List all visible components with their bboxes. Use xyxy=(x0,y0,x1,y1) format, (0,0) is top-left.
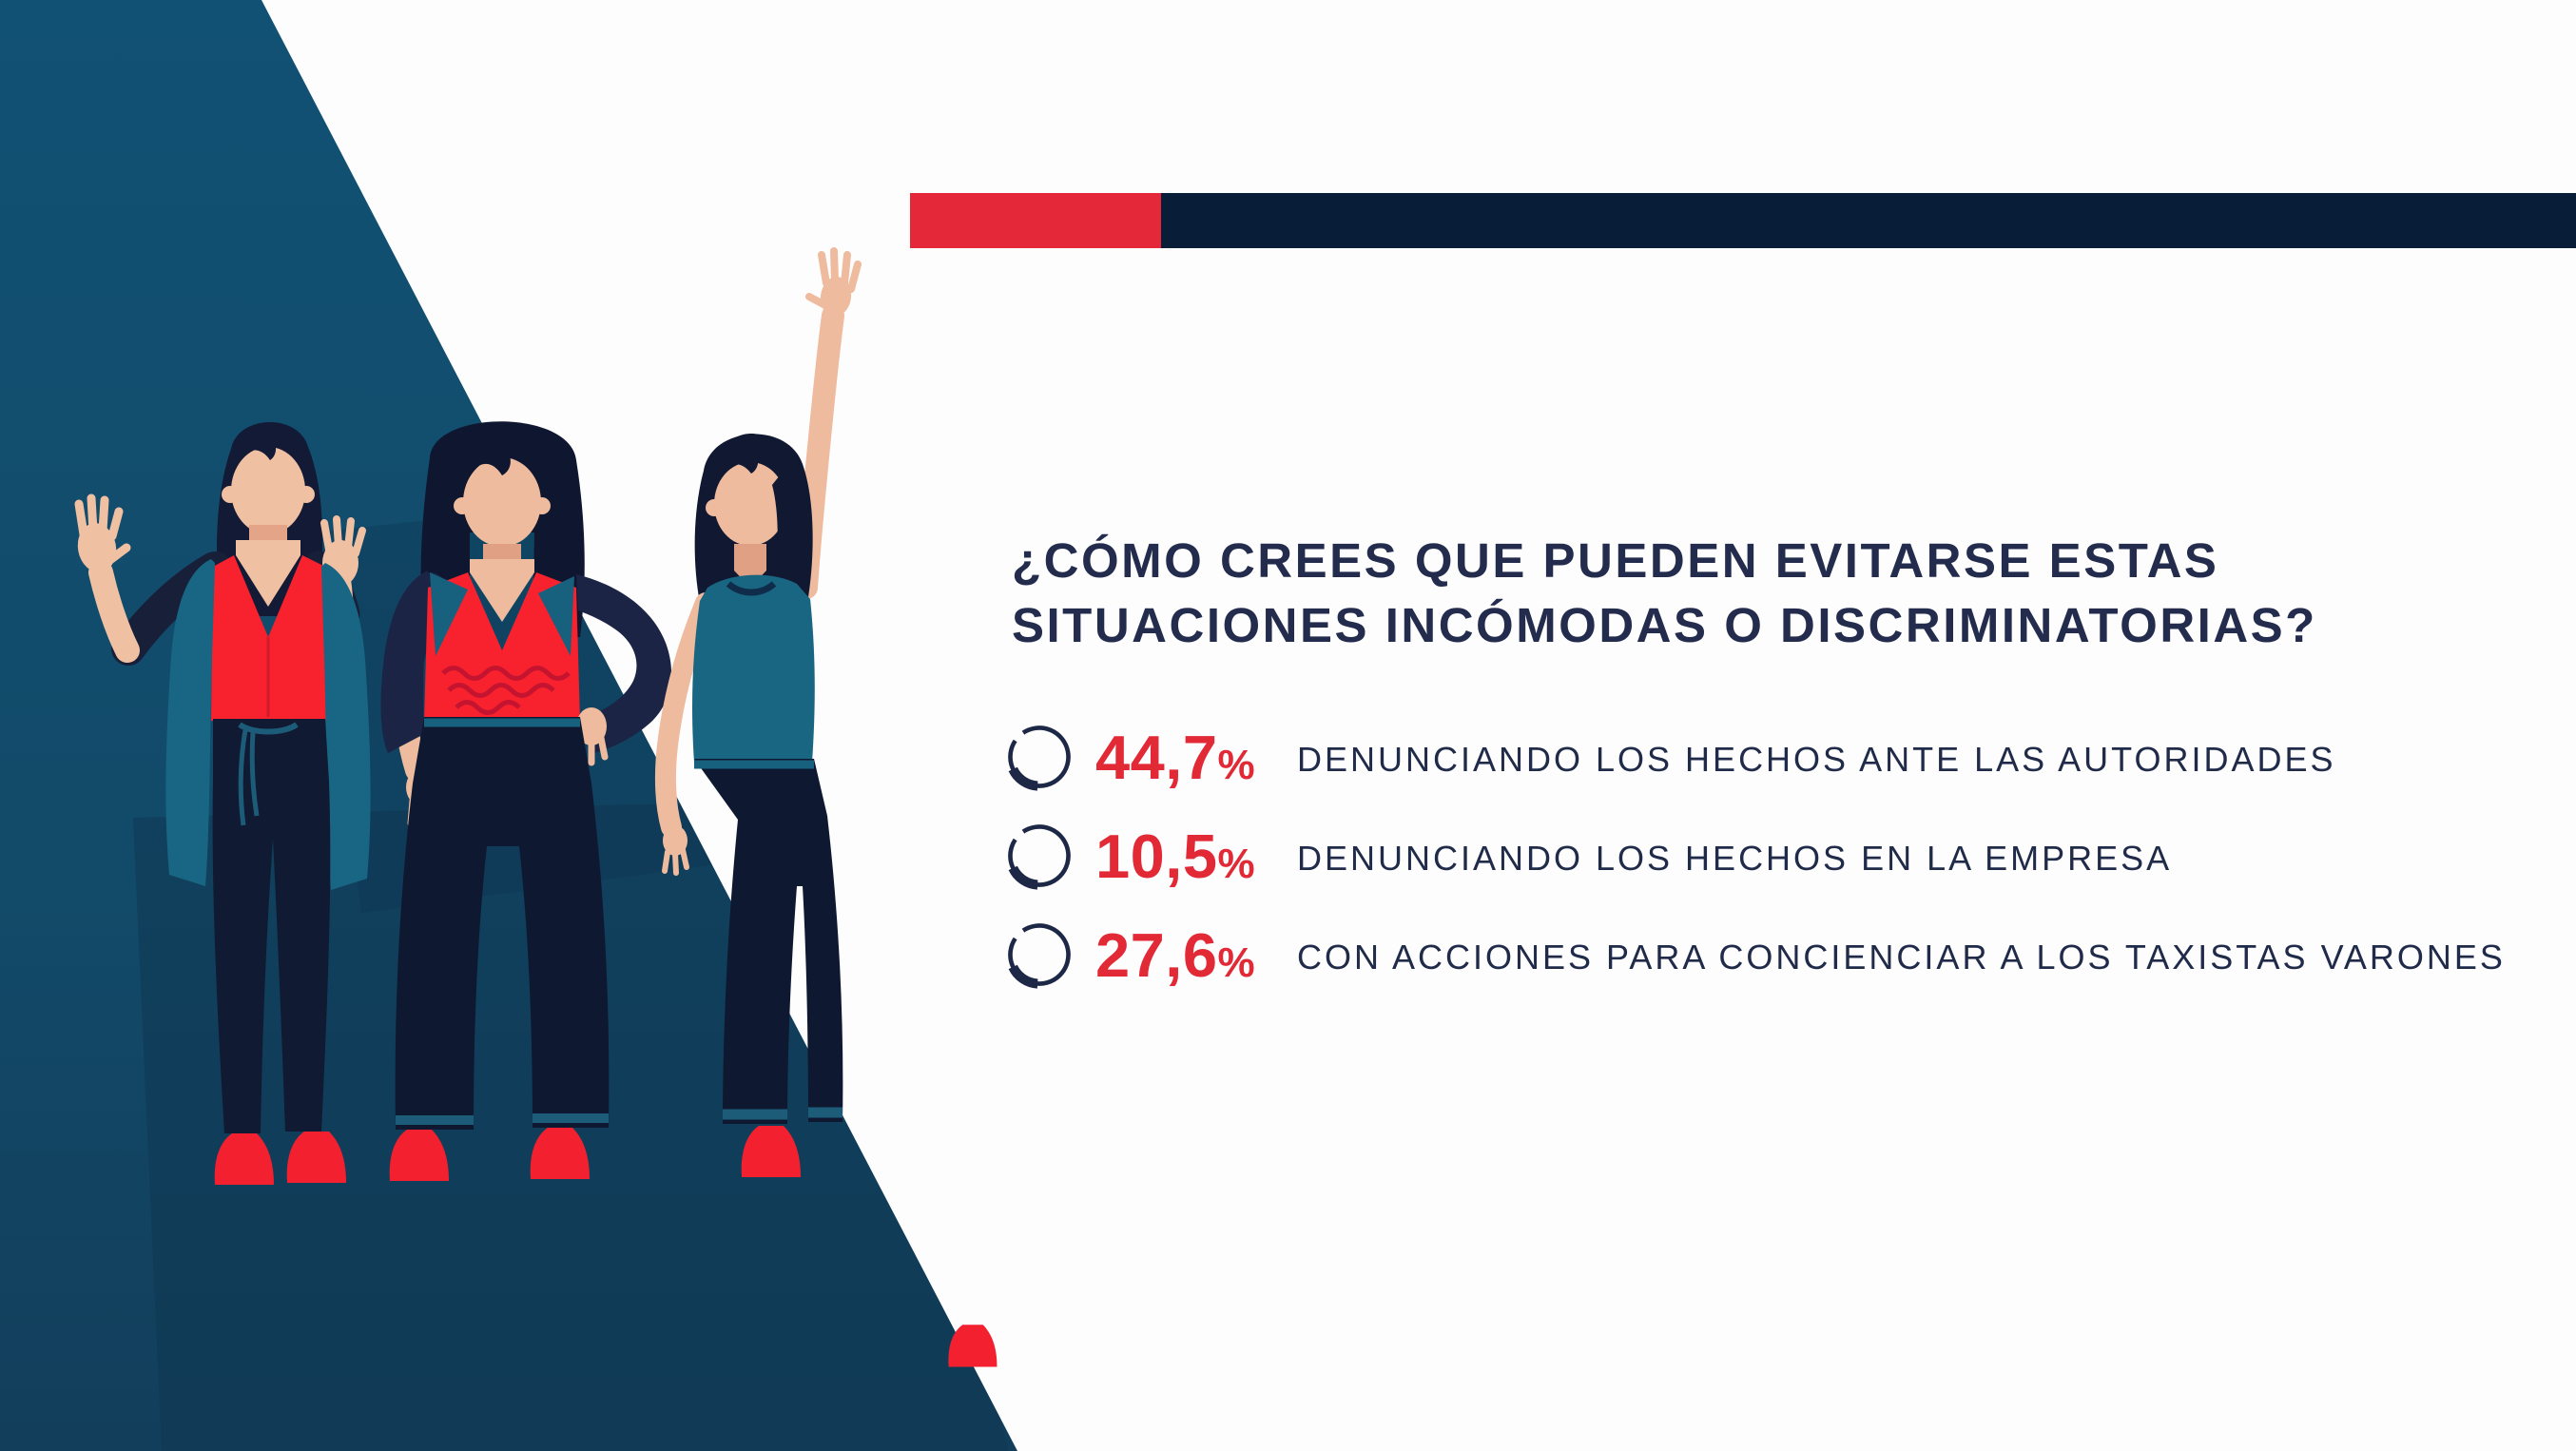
accent-bar-red-segment xyxy=(910,193,1161,248)
stat-label: DENUNCIANDO LOS HECHOS EN LA EMPRESA xyxy=(1297,839,2173,878)
question-title-line1: ¿CÓMO CREES QUE PUEDEN EVITARSE ESTAS xyxy=(1012,533,2219,588)
woman-left xyxy=(74,421,371,1185)
stat-value: 27,6% xyxy=(1095,919,1297,991)
open-ring-icon xyxy=(1008,923,1071,989)
question-title-line2: SITUACIONES INCÓMODAS O DISCRIMINATORIAS… xyxy=(1012,598,2317,652)
stat-row-company: 10,5% DENUNCIANDO LOS HECHOS EN LA EMPRE… xyxy=(1004,821,2526,891)
accent-bar-navy-segment xyxy=(1161,193,2576,248)
percent-sign: % xyxy=(1217,840,1256,887)
stat-number: 10,5 xyxy=(1095,821,1218,891)
stat-label: CON ACCIONES PARA CONCIENCIAR A LOS TAXI… xyxy=(1297,938,2506,977)
open-ring-icon xyxy=(1008,726,1071,791)
stat-number: 27,6 xyxy=(1095,919,1218,990)
question-title: ¿CÓMO CREES QUE PUEDEN EVITARSE ESTAS SI… xyxy=(1012,529,2457,658)
stat-row-authorities: 44,7% DENUNCIANDO LOS HECHOS ANTE LAS AU… xyxy=(1004,722,2526,792)
percent-sign: % xyxy=(1217,741,1256,788)
woman-middle xyxy=(380,421,672,1181)
stat-value: 44,7% xyxy=(1095,722,1297,793)
percent-sign: % xyxy=(1217,938,1256,986)
stat-value: 10,5% xyxy=(1095,821,1297,892)
woman-right xyxy=(654,247,997,1367)
illustration-three-women xyxy=(0,0,1017,1451)
stat-label: DENUNCIANDO LOS HECHOS ANTE LAS AUTORIDA… xyxy=(1297,740,2336,779)
accent-bar xyxy=(910,193,2576,248)
stat-row-awareness: 27,6% CON ACCIONES PARA CONCIENCIAR A LO… xyxy=(1004,919,2526,990)
stats-list: 44,7% DENUNCIANDO LOS HECHOS ANTE LAS AU… xyxy=(1004,722,2526,1018)
open-ring-icon xyxy=(1008,824,1071,890)
stat-number: 44,7 xyxy=(1095,722,1218,792)
